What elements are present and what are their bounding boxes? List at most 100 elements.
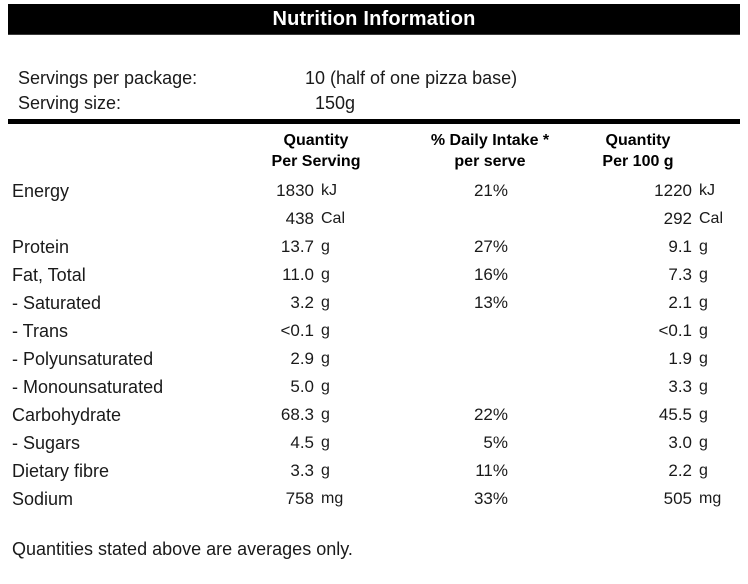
per-100g-value: 3.0: [668, 433, 692, 452]
daily-intake-value: 21%: [473, 181, 508, 200]
per-100g-unit: g: [699, 294, 708, 311]
nutrient-label: Sodium: [12, 488, 74, 509]
per-serving-value: 13.7: [280, 237, 314, 256]
per-100g-unit: g: [699, 406, 708, 423]
nutrient-label: Energy: [12, 180, 70, 201]
per-serving-value: 3.2: [290, 293, 314, 312]
per-serving-value: 438: [285, 209, 314, 228]
nutrient-label: Fat, Total: [12, 264, 86, 285]
footer-note: Quantities stated above are averages onl…: [12, 539, 353, 559]
per-serving-unit: g: [321, 378, 330, 395]
per-serving-header-line2: Per Serving: [271, 153, 361, 170]
per-serving-value: <0.1: [280, 321, 314, 340]
daily-intake-value: [420, 205, 560, 233]
per-serving-unit: g: [321, 238, 330, 255]
per-serving-value: 4.5: [290, 433, 314, 452]
per-100g-unit: g: [699, 378, 708, 395]
daily-intake-value: 13%: [473, 293, 508, 312]
per-serving-unit: g: [321, 434, 330, 451]
per-100g-value: 7.3: [668, 265, 692, 284]
per-100g-value: 292: [663, 209, 692, 228]
serving-size-value: 150g: [315, 93, 356, 113]
per-100g-unit: g: [699, 238, 708, 255]
per-serving-value: 11.0: [282, 265, 314, 284]
per-serving-unit: g: [321, 322, 330, 339]
serving-info: Servings per package: 10 (half of one pi…: [8, 66, 740, 116]
daily-intake-value: 27%: [473, 237, 508, 256]
per-100g-header-line2: Per 100 g: [602, 153, 674, 170]
per-serving-unit: g: [321, 266, 330, 283]
table-row-carbohydrate: Carbohydrate 68.3 g 22% 45.5 g: [8, 401, 740, 429]
per-100g-unit: g: [699, 266, 708, 283]
per-100g-unit: g: [699, 462, 708, 479]
title-bar: Nutrition Information: [8, 4, 740, 35]
table-row-energy-cal: 438 Cal 292 Cal: [8, 205, 740, 233]
per-serving-column-header: Quantity Per Serving: [258, 124, 420, 177]
per-100g-value: 1.9: [668, 349, 692, 368]
daily-intake-value: 22%: [473, 405, 508, 424]
per-100g-unit: g: [699, 434, 708, 451]
nutrient-label: Protein: [12, 236, 70, 257]
per-100g-value: 3.3: [668, 377, 692, 396]
daily-intake-value: [420, 345, 560, 373]
per-100g-value: <0.1: [658, 321, 692, 340]
daily-intake-header-line2: per serve: [454, 153, 526, 170]
per-100g-value: 505: [663, 489, 692, 508]
per-100g-column-header: Quantity Per 100 g: [560, 124, 740, 177]
nutrient-label: [8, 205, 258, 233]
per-serving-value: 758: [285, 489, 314, 508]
per-serving-unit: g: [321, 350, 330, 367]
header-row: Quantity Per Serving % Daily Intake * pe…: [8, 124, 740, 177]
nutrient-label: Dietary fibre: [12, 460, 110, 481]
per-serving-unit: mg: [321, 490, 344, 507]
per-serving-unit: kJ: [321, 182, 337, 199]
daily-intake-column-header: % Daily Intake * per serve: [420, 124, 560, 177]
nutrient-label: - Sugars: [12, 432, 81, 453]
nutrient-label: - Trans: [12, 320, 69, 341]
per-100g-value: 1220: [654, 181, 692, 200]
daily-intake-value: 5%: [483, 433, 508, 452]
per-serving-unit: g: [321, 462, 330, 479]
servings-per-package-value: 10 (half of one pizza base): [305, 68, 518, 88]
per-serving-unit: Cal: [321, 210, 346, 227]
nutrient-label: - Saturated: [12, 292, 102, 313]
page-title: Nutrition Information: [272, 8, 476, 30]
daily-intake-value: 33%: [473, 489, 508, 508]
table-row-saturated: - Saturated 3.2 g 13% 2.1 g: [8, 289, 740, 317]
serving-size-label: Serving size:: [18, 93, 122, 113]
nutrient-label: - Monounsaturated: [12, 376, 164, 397]
table-header: Quantity Per Serving % Daily Intake * pe…: [8, 124, 740, 177]
serving-size-row: Serving size: 150g: [8, 91, 740, 116]
table-row-sodium: Sodium 758 mg 33% 505 mg: [8, 485, 740, 513]
servings-per-package-label: Servings per package:: [18, 68, 198, 88]
servings-per-package-row: Servings per package: 10 (half of one pi…: [8, 66, 740, 91]
per-serving-value: 68.3: [280, 405, 314, 424]
per-serving-value: 2.9: [290, 349, 314, 368]
per-100g-unit: mg: [699, 490, 722, 507]
per-serving-unit: g: [321, 294, 330, 311]
nutrient-column-header: [8, 124, 258, 177]
per-100g-header-line1: Quantity: [605, 132, 671, 149]
per-100g-value: 9.1: [668, 237, 692, 256]
table-row-fat-total: Fat, Total 11.0 g 16% 7.3 g: [8, 261, 740, 289]
per-serving-value: 3.3: [290, 461, 314, 480]
table-row-protein: Protein 13.7 g 27% 9.1 g: [8, 233, 740, 261]
table-row-energy: Energy 1830 kJ 21% 1220 kJ: [8, 177, 740, 205]
table-row-sugars: - Sugars 4.5 g 5% 3.0 g: [8, 429, 740, 457]
daily-intake-value: [420, 373, 560, 401]
per-serving-value: 5.0: [290, 377, 314, 396]
per-serving-header-line1: Quantity: [283, 132, 349, 149]
per-100g-value: 45.5: [658, 405, 692, 424]
nutrition-table: Quantity Per Serving % Daily Intake * pe…: [8, 124, 740, 513]
daily-intake-value: [420, 317, 560, 345]
table-body: Energy 1830 kJ 21% 1220 kJ 438 Cal 292 C…: [8, 177, 740, 513]
per-100g-unit: kJ: [699, 182, 715, 199]
per-100g-value: 2.2: [668, 461, 692, 480]
table-row-monounsaturated: - Monounsaturated 5.0 g 3.3 g: [8, 373, 740, 401]
section-divider: [8, 119, 740, 124]
nutrient-label: - Polyunsaturated: [12, 348, 154, 369]
table-row-trans: - Trans <0.1 g <0.1 g: [8, 317, 740, 345]
per-serving-value: 1830: [276, 181, 314, 200]
daily-intake-header-line1: % Daily Intake *: [430, 132, 550, 149]
per-100g-unit: Cal: [699, 210, 724, 227]
